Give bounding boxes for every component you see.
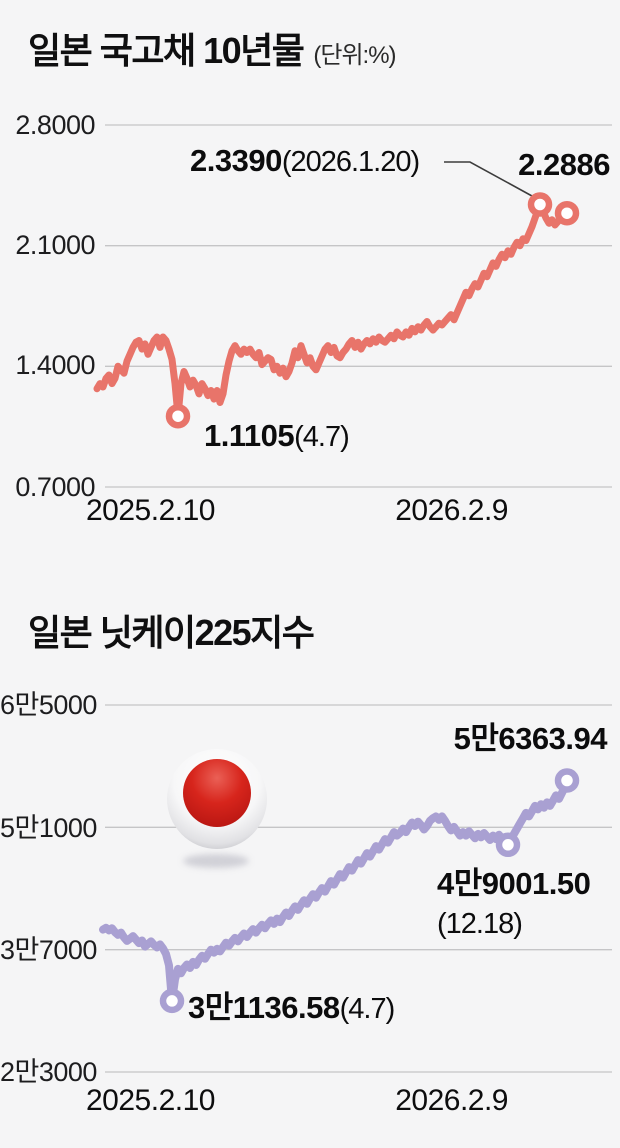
chart1-last-value: 2.2886 xyxy=(518,147,610,182)
chart1-peak-annotation: 2.3390(2026.1.20) xyxy=(190,143,420,184)
flag-shadow xyxy=(183,854,249,868)
japan-flag-icon xyxy=(167,749,267,868)
nikkei-marker xyxy=(495,832,521,858)
series-layer xyxy=(93,161,580,1014)
chart1-xtick-start: 2025.2.10 xyxy=(86,494,215,527)
chart1-title: 일본 국고채 10년물 (단위:%) xyxy=(28,22,397,74)
chart2-ytick: 2만3000 xyxy=(0,1057,97,1087)
chart1-unit-label: (단위:%) xyxy=(313,42,396,69)
chart1-low-value: 1.1105 xyxy=(204,418,295,453)
nikkei-line xyxy=(99,776,571,1005)
chart1-peak-value: 2.3390 xyxy=(190,143,282,178)
chart1-xaxis: 2025.2.10 2026.2.9 xyxy=(86,494,508,528)
annotation-callout-line xyxy=(444,161,533,197)
flag-sun-disc xyxy=(183,759,251,827)
nikkei-marker xyxy=(554,768,580,793)
chart2-title-text: 일본 닛케이225지수 xyxy=(28,612,315,653)
jgb-marker xyxy=(165,403,191,429)
jgb-line xyxy=(93,201,571,420)
chart1-peak-date: (2026.1.20) xyxy=(281,146,420,178)
chart2-last-annotation: 5만6363.94 xyxy=(453,721,608,762)
chart2-xaxis: 2025.2.10 2026.2.9 xyxy=(86,1084,508,1118)
chart2-dip-value: 4만9001.50 xyxy=(437,866,591,901)
chart2-xtick-end: 2026.2.9 xyxy=(395,1084,508,1117)
chart2-ytick: 5만1000 xyxy=(0,813,97,843)
chart1-ytick: 2.8000 xyxy=(15,110,95,140)
chart2-dip-annotation: 4만9001.50 (12.18) xyxy=(437,866,591,942)
chart1-ytick: 2.1000 xyxy=(15,230,95,260)
chart1-low-date: (4.7) xyxy=(294,421,350,453)
chart2-low-date: (4.7) xyxy=(339,993,396,1025)
chart2-title: 일본 닛케이225지수 xyxy=(28,604,315,656)
chart2-ytick: 6만5000 xyxy=(0,690,97,720)
nikkei-marker xyxy=(159,988,185,1014)
chart1-last-annotation: 2.2886 xyxy=(518,148,610,188)
chart1-xtick-end: 2026.2.9 xyxy=(395,494,508,527)
chart1-ytick: 1.4000 xyxy=(15,350,95,380)
chart2-dip-date: (12.18) xyxy=(437,908,523,940)
chart2-low-value: 3만1136.58 xyxy=(188,990,340,1025)
jgb-marker xyxy=(554,200,580,226)
chart1-low-annotation: 1.1105(4.7) xyxy=(204,418,350,459)
chart1-title-text: 일본 국고채 10년물 xyxy=(28,30,305,71)
chart2-low-annotation: 3만1136.58(4.7) xyxy=(188,990,396,1031)
chart1-ytick: 0.7000 xyxy=(15,472,95,502)
chart2-ytick: 3만7000 xyxy=(0,935,97,965)
chart2-last-value: 5만6363.94 xyxy=(453,721,608,756)
jgb-marker xyxy=(527,192,553,217)
chart2-xtick-start: 2025.2.10 xyxy=(86,1084,215,1117)
